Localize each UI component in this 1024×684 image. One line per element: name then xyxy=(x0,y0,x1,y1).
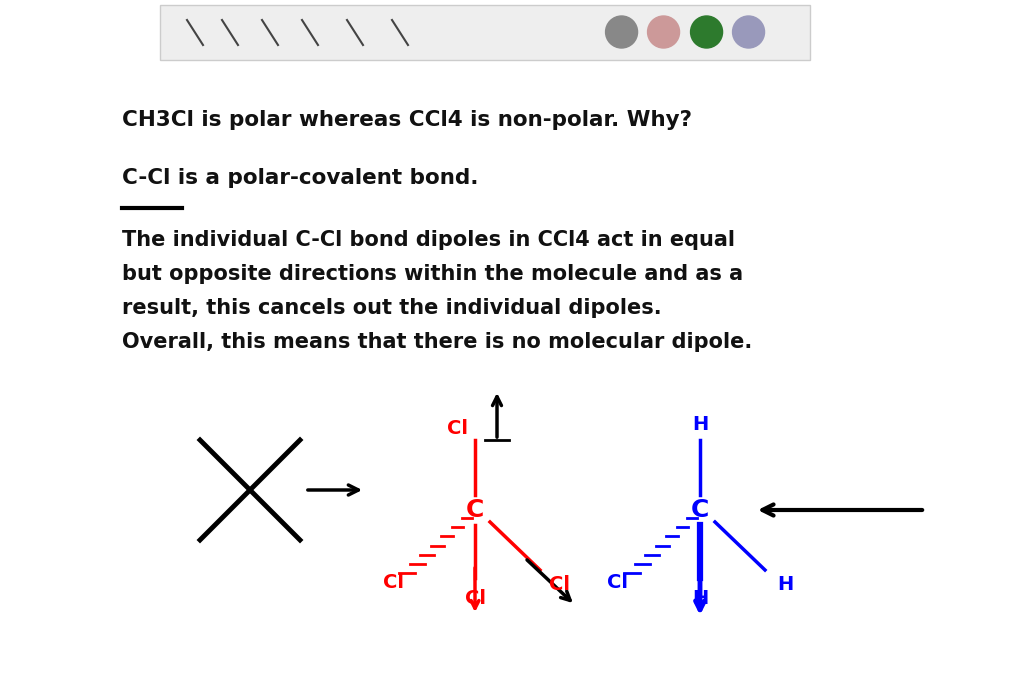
Text: result, this cancels out the individual dipoles.: result, this cancels out the individual … xyxy=(122,298,662,318)
Text: H: H xyxy=(692,588,709,607)
Text: Cl: Cl xyxy=(465,588,485,607)
Text: Cl: Cl xyxy=(550,575,570,594)
Text: but opposite directions within the molecule and as a: but opposite directions within the molec… xyxy=(122,264,743,284)
Bar xyxy=(160,5,810,60)
Text: C: C xyxy=(466,498,484,522)
Text: Cl: Cl xyxy=(446,419,468,438)
Text: CH3Cl is polar whereas CCl4 is non-polar. Why?: CH3Cl is polar whereas CCl4 is non-polar… xyxy=(122,110,692,130)
Text: C: C xyxy=(691,498,710,522)
Text: Cl: Cl xyxy=(607,573,629,592)
Circle shape xyxy=(732,16,765,48)
Text: Overall, this means that there is no molecular dipole.: Overall, this means that there is no mol… xyxy=(122,332,753,352)
Text: The individual C-Cl bond dipoles in CCl4 act in equal: The individual C-Cl bond dipoles in CCl4… xyxy=(122,230,735,250)
Text: H: H xyxy=(692,415,709,434)
Text: H: H xyxy=(777,575,794,594)
Text: C-Cl is a polar-covalent bond.: C-Cl is a polar-covalent bond. xyxy=(122,168,478,188)
Circle shape xyxy=(647,16,680,48)
Circle shape xyxy=(605,16,638,48)
Circle shape xyxy=(690,16,723,48)
Text: Cl: Cl xyxy=(383,573,403,592)
